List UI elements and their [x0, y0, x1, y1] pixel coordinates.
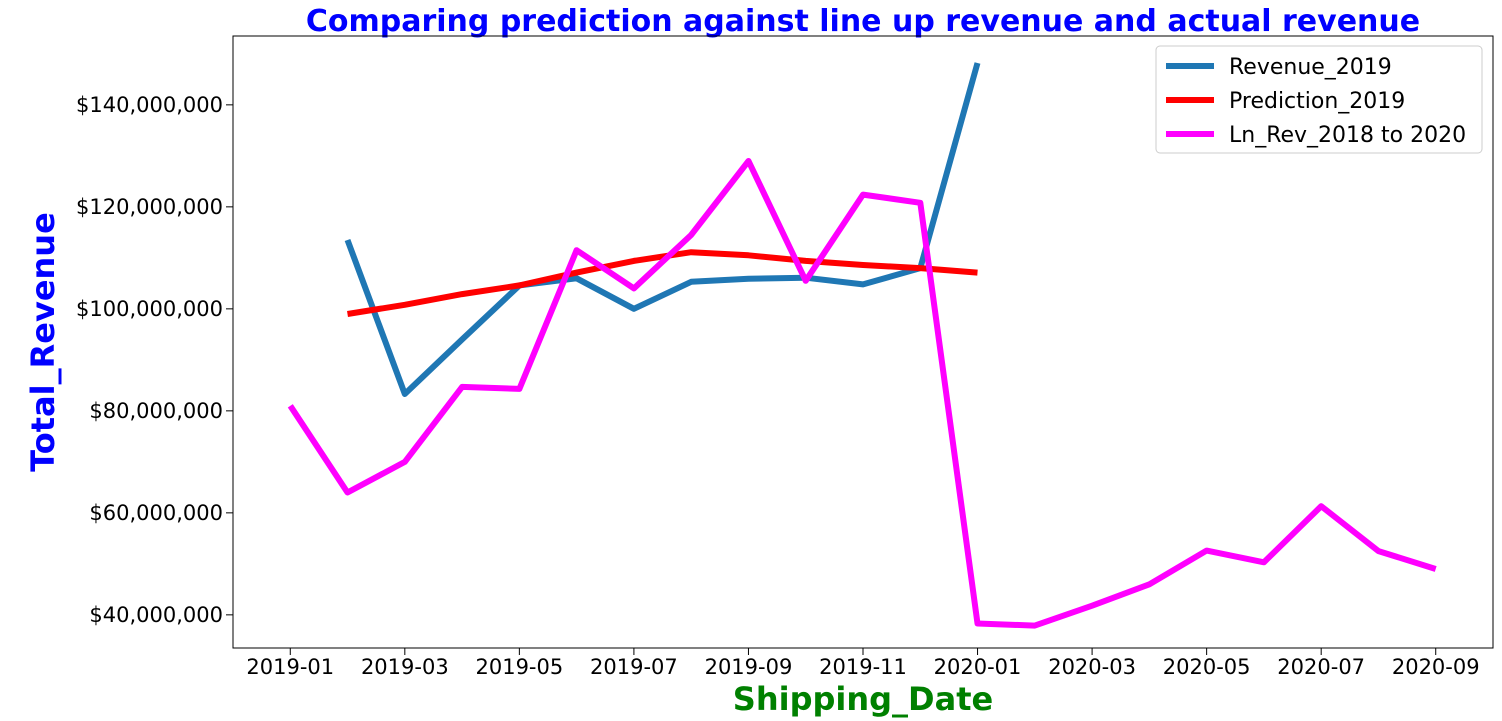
- legend-box: [1155, 45, 1483, 154]
- series-line-3: [287, 158, 1437, 629]
- legend-label-2: Prediction_2019: [1229, 89, 1405, 114]
- x-tick-label: 2020-03: [1048, 655, 1136, 679]
- y-tick-label: $120,000,000: [76, 195, 223, 219]
- y-tick-label: $140,000,000: [76, 93, 223, 117]
- x-tick-label: 2019-05: [475, 655, 563, 679]
- y-tick-label: $40,000,000: [89, 603, 223, 627]
- x-axis-label: Shipping_Date: [733, 680, 993, 718]
- y-axis-ticks: $40,000,000 $60,000,000 $80,000,000 $100,00…: [76, 93, 233, 627]
- legend-label-3: Ln_Rev_2018 to 2020: [1229, 123, 1466, 148]
- x-tick-label: 2019-11: [819, 655, 907, 679]
- legend: Revenue_2019 Prediction_2019 Ln_Rev_2018 t…: [1155, 45, 1483, 154]
- y-tick-label: $60,000,000: [89, 501, 223, 525]
- y-axis-label: Total_Revenue: [24, 212, 62, 472]
- series-line-2: [347, 249, 978, 317]
- y-tick-label: $80,000,000: [89, 399, 223, 423]
- chart-title: Comparing prediction against line up rev…: [306, 4, 1420, 39]
- series-layer: [287, 62, 1437, 629]
- x-tick-label: 2019-09: [705, 655, 793, 679]
- x-tick-label: 2019-03: [361, 655, 449, 679]
- legend-label-1: Revenue_2019: [1229, 55, 1392, 80]
- x-tick-label: 2020-07: [1277, 655, 1365, 679]
- x-tick-label: 2020-09: [1392, 655, 1480, 679]
- x-tick-label: 2019-01: [246, 655, 334, 679]
- plot-frame: [232, 35, 1494, 649]
- y-tick-label: $100,000,000: [76, 297, 223, 321]
- x-tick-label: 2020-01: [934, 655, 1022, 679]
- series-line-1: [344, 62, 981, 397]
- x-axis-ticks: 2019-01 2019-03 2019-05 2019-07 2019-09 2019-…: [246, 648, 1480, 679]
- x-tick-label: 2019-07: [590, 655, 678, 679]
- x-tick-label: 2020-05: [1163, 655, 1251, 679]
- y-axis-label-group: Total_Revenue: [24, 212, 62, 472]
